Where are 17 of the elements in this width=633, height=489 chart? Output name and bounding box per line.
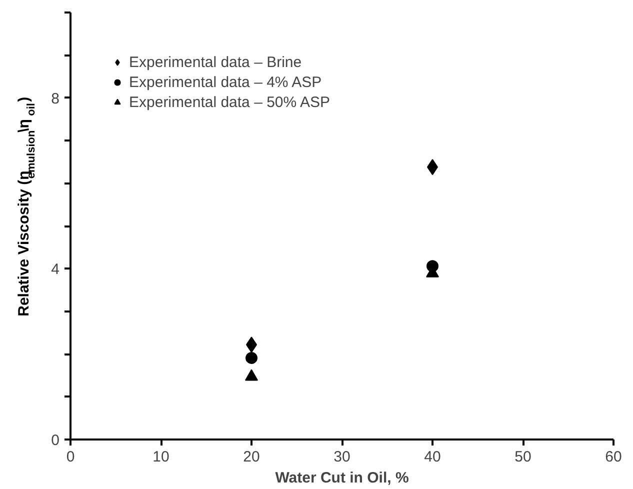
x-tick-label: 30	[334, 448, 350, 466]
legend-label: Experimental data – 50% ASP	[129, 93, 330, 111]
x-tick-label: 0	[66, 448, 75, 466]
point	[246, 352, 258, 364]
y-axis-title: Relative Viscosity (ηemulsion\ηoil)	[16, 96, 38, 316]
legend-label: Experimental data – Brine	[129, 53, 302, 71]
y-tick-label: 0	[51, 432, 60, 449]
x-tick-label: 40	[424, 448, 441, 466]
y-tick-label: 8	[51, 90, 60, 108]
legend-label: Experimental data – 4% ASP	[129, 73, 322, 91]
y-tick-label: 4	[51, 261, 60, 278]
x-tick-label: 20	[243, 448, 260, 466]
x-axis-title: Water Cut in Oil, %	[275, 470, 409, 486]
x-tick-label: 50	[514, 448, 532, 466]
x-tick-label: 10	[152, 448, 170, 466]
x-tick-label: 60	[605, 448, 622, 466]
point	[245, 369, 258, 381]
